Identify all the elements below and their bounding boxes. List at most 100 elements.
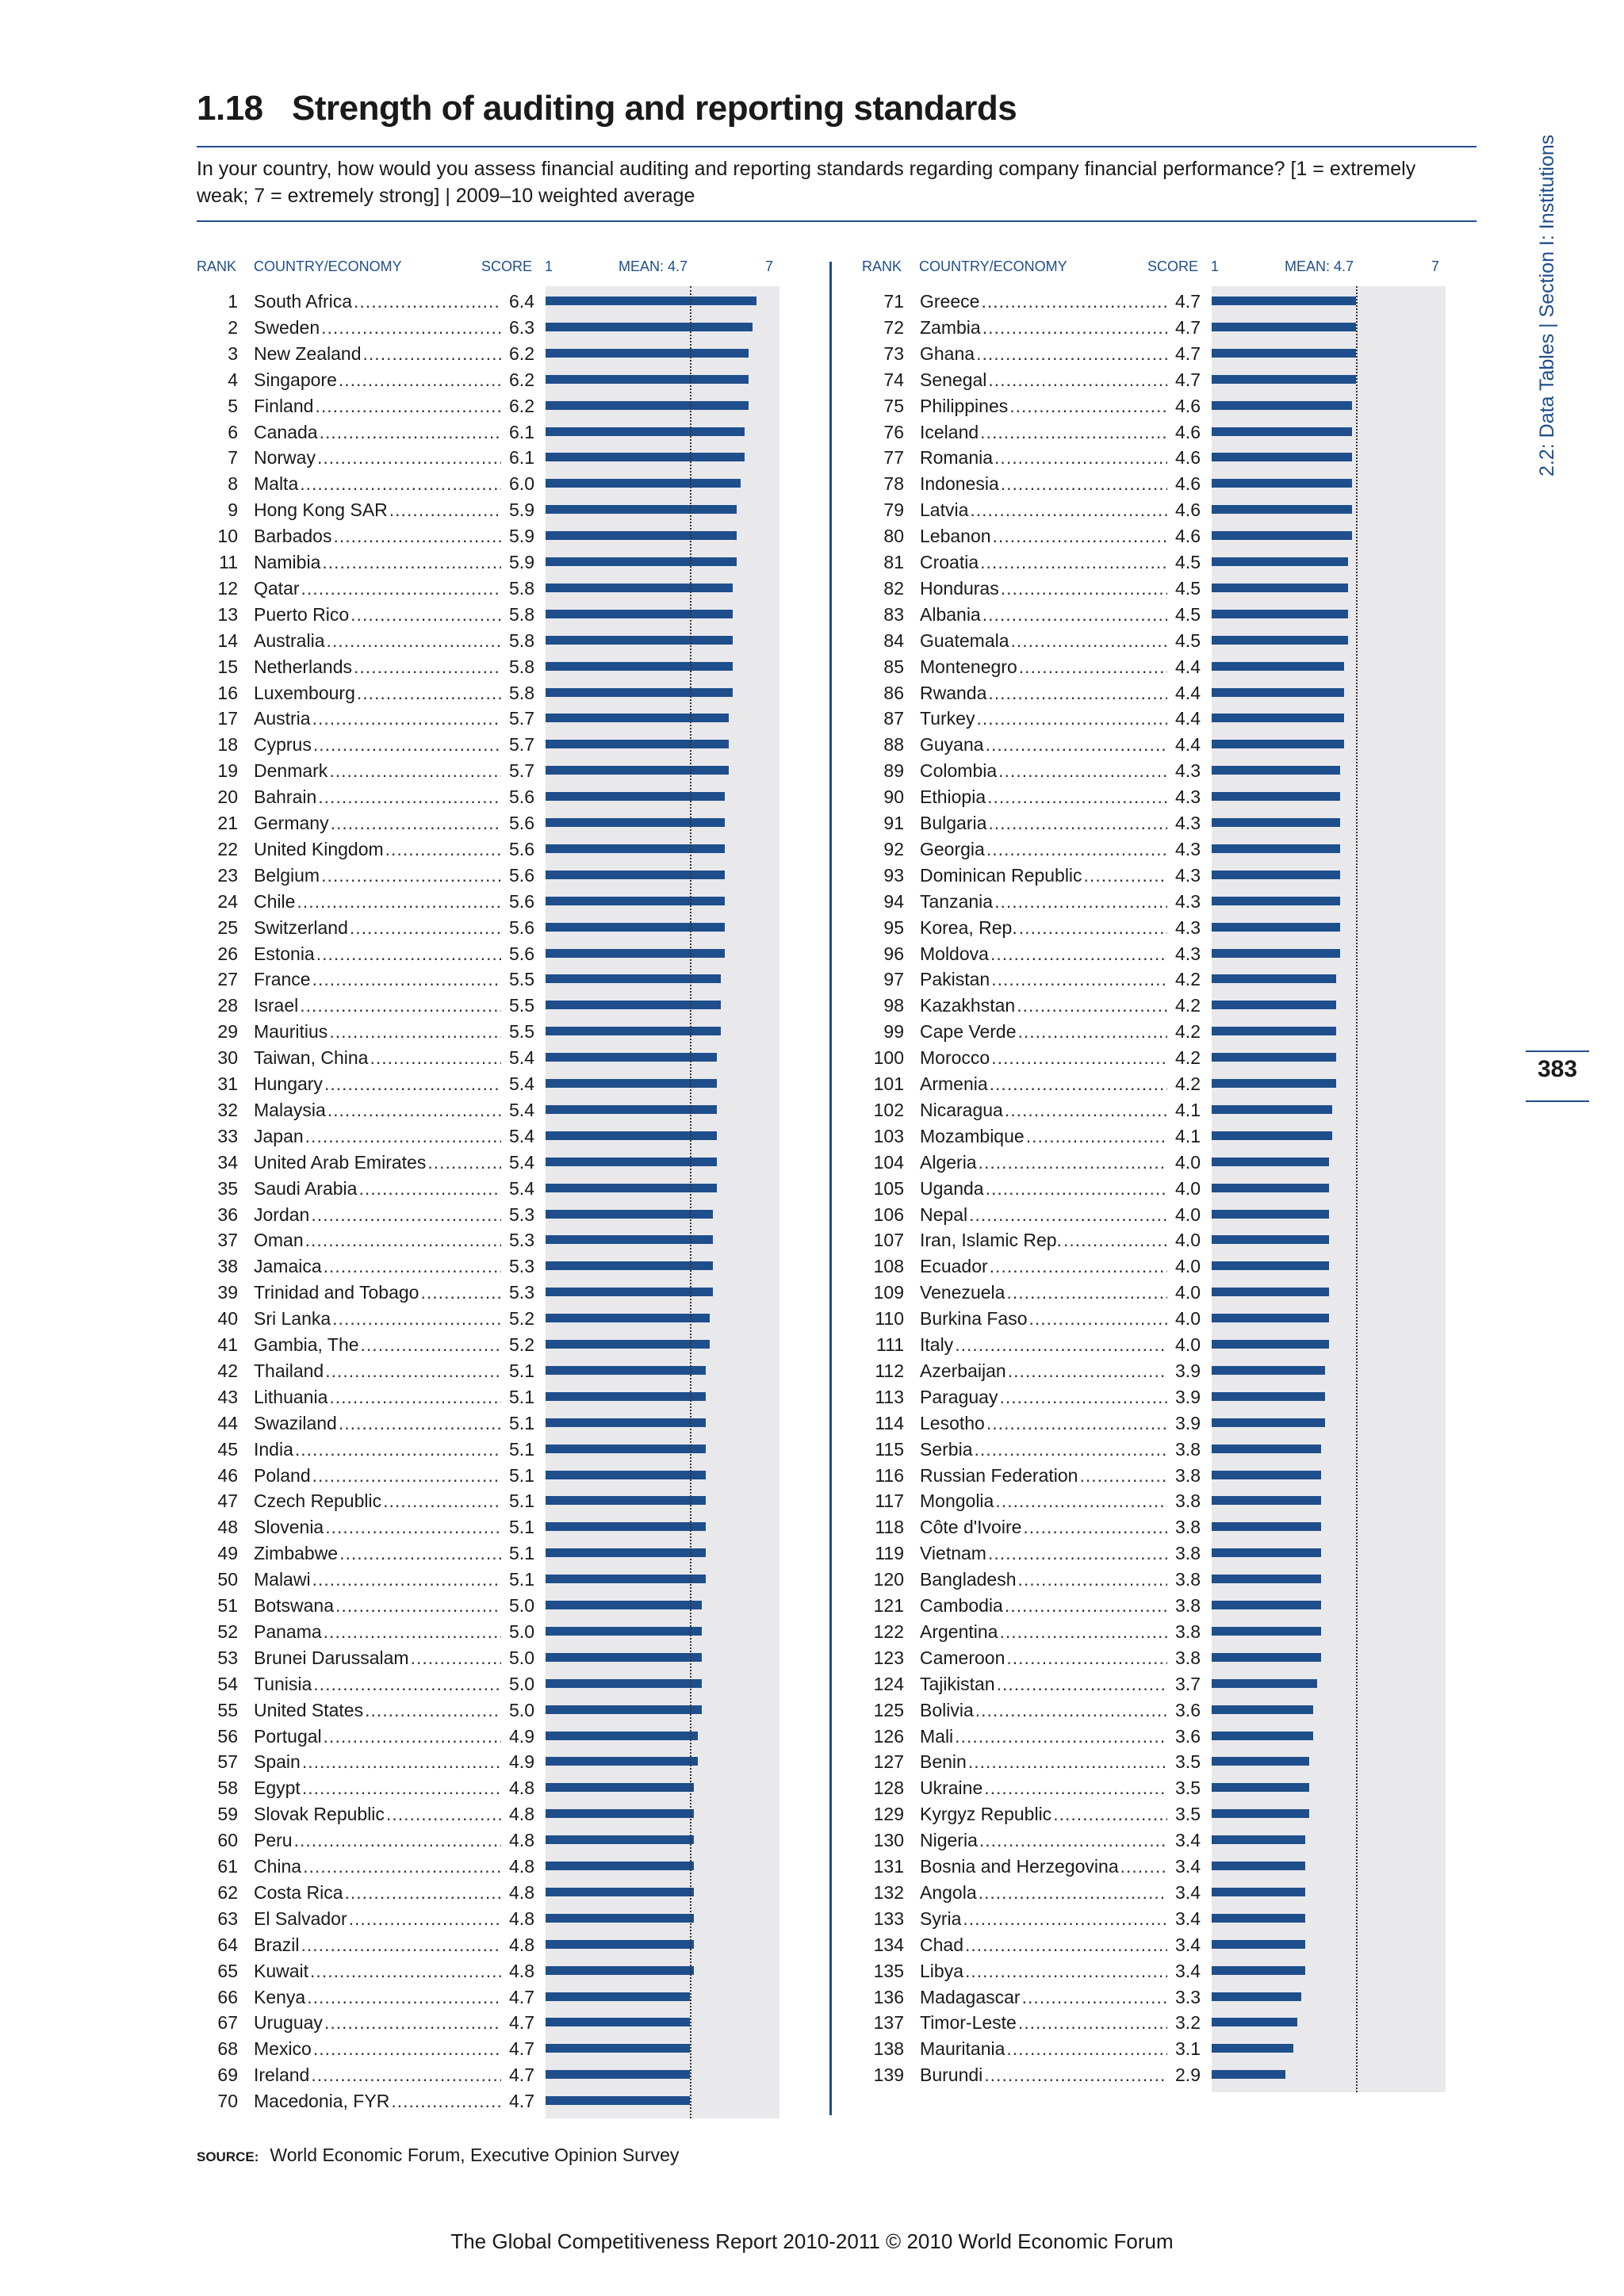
table-row: 114 Lesotho..............................… (863, 1410, 1450, 1436)
country-label: Colombia (920, 760, 999, 782)
score-bar (546, 1887, 694, 1896)
table-title: Strength of auditing and reporting stand… (292, 89, 1017, 128)
table-row: 99 Cape Verde............................… (863, 1018, 1450, 1044)
score-bar (1212, 1131, 1333, 1140)
score-bar (1212, 1444, 1321, 1453)
column-divider (829, 262, 832, 2115)
page-title: 1.18 Strength of auditing and reporting s… (197, 89, 1017, 128)
ranking-panel-right: 71 Greece................................… (863, 262, 1450, 2117)
section-label: 2.2: Data Tables | Section I: Institutio… (1536, 134, 1558, 476)
table-row: 115 Serbia...............................… (863, 1436, 1450, 1462)
score-label: 3.8 (1167, 1464, 1201, 1487)
table-row: 97 Pakistan..............................… (863, 966, 1450, 992)
score-bar (1212, 1652, 1321, 1662)
rank-label: 11 (219, 552, 238, 572)
table-row: 87 Turkey................................… (863, 705, 1450, 731)
country-label: Panama (254, 1621, 324, 1642)
table-row: 93 Dominican Republic....................… (863, 862, 1450, 888)
table-row: 128 Ukraine..............................… (863, 1774, 1450, 1800)
question-rule (197, 220, 1477, 222)
score-bar (1212, 1548, 1321, 1558)
score-label: 4.0 (1167, 1308, 1201, 1330)
score-bar (546, 1783, 694, 1793)
table-row: 69 Ireland...............................… (197, 2061, 783, 2087)
score-bar (1212, 1601, 1321, 1609)
country-label: Romania (920, 447, 995, 469)
score-label: 5.4 (501, 1073, 534, 1095)
score-bar (1212, 453, 1352, 462)
score-bar (1212, 374, 1356, 384)
rank-label: 7 (228, 447, 238, 469)
score-label: 5.1 (501, 1543, 534, 1565)
score-label: 5.8 (501, 656, 534, 678)
country-label: Jordan (254, 1203, 312, 1225)
country-label: Chile (254, 890, 297, 912)
score-bar (546, 1261, 714, 1271)
country-label: Croatia (920, 552, 981, 572)
rank-label: 55 (217, 1699, 238, 1720)
score-bar (546, 1104, 718, 1114)
score-bar (1212, 297, 1356, 305)
rank-header-left: RANK (197, 258, 237, 274)
rank-label: 3 (228, 342, 238, 364)
table-row: 8 Malta..................................… (197, 470, 783, 496)
mean-line (689, 286, 691, 2118)
country-label: Bosnia and Herzegovina (920, 1856, 1120, 1877)
score-bar (1212, 818, 1341, 827)
score-label: 3.1 (1167, 2038, 1201, 2061)
score-label: 4.5 (1167, 577, 1201, 599)
score-bar (1212, 1235, 1329, 1245)
score-label: 2.9 (1167, 2064, 1201, 2087)
table-row: 113 Paraguay.............................… (863, 1383, 1450, 1410)
score-label: 4.3 (1167, 943, 1201, 965)
table-row: 18 Cyprus................................… (197, 731, 783, 757)
table-row: 126 Mali.................................… (863, 1723, 1450, 1749)
score-label: 4.8 (501, 1830, 534, 1852)
score-bar (546, 2096, 690, 2106)
score-label: 5.5 (501, 995, 534, 1017)
score-label: 6.2 (501, 369, 534, 391)
country-label: Syria (920, 1908, 963, 1929)
country-label: Bahrain (254, 786, 319, 808)
country-label: Finland (254, 395, 316, 416)
score-bar (1212, 1783, 1309, 1793)
rank-label: 1 (228, 291, 238, 312)
score-label: 4.6 (1167, 447, 1201, 469)
country-label: Malaysia (254, 1099, 327, 1120)
score-label: 5.9 (501, 499, 534, 522)
rank-label: 102 (873, 1099, 904, 1120)
score-label: 5.0 (501, 1595, 534, 1617)
country-label: Hungary (254, 1073, 324, 1094)
country-label: Norway (254, 447, 317, 469)
table-row: 29 Mauritius.............................… (197, 1018, 783, 1044)
rank-label: 33 (217, 1125, 238, 1146)
country-label: Lebanon (920, 526, 993, 547)
country-label: United Arab Emirates (254, 1151, 428, 1173)
country-label: Angola (920, 1881, 979, 1903)
country-label: Cameroon (920, 1647, 1007, 1668)
table-row: 98 Kazakhstan............................… (863, 992, 1450, 1018)
country-label: Honduras (920, 577, 1001, 599)
score-label: 5.6 (501, 943, 534, 965)
rank-label: 84 (883, 629, 904, 651)
score-label: 4.0 (1167, 1230, 1201, 1252)
score-label: 5.9 (501, 526, 534, 548)
table-row: 88 Guyana................................… (863, 731, 1450, 757)
score-bar (546, 1705, 702, 1714)
rank-label: 78 (883, 473, 904, 495)
rank-label: 124 (873, 1673, 904, 1694)
score-label: 5.1 (501, 1412, 534, 1434)
score-label: 4.9 (501, 1725, 534, 1747)
score-label: 3.8 (1167, 1517, 1201, 1539)
survey-question: In your country, how would you assess fi… (197, 158, 1416, 207)
table-row: 1 South Africa...........................… (197, 288, 783, 314)
score-bar (1212, 1965, 1305, 1975)
rank-label: 19 (217, 760, 238, 782)
country-label: Oman (254, 1230, 305, 1251)
country-label: Uganda (920, 1177, 986, 1199)
country-label: Namibia (254, 552, 323, 572)
score-label: 4.9 (501, 1751, 534, 1774)
rank-label: 50 (217, 1569, 238, 1590)
score-bar (1212, 922, 1341, 932)
